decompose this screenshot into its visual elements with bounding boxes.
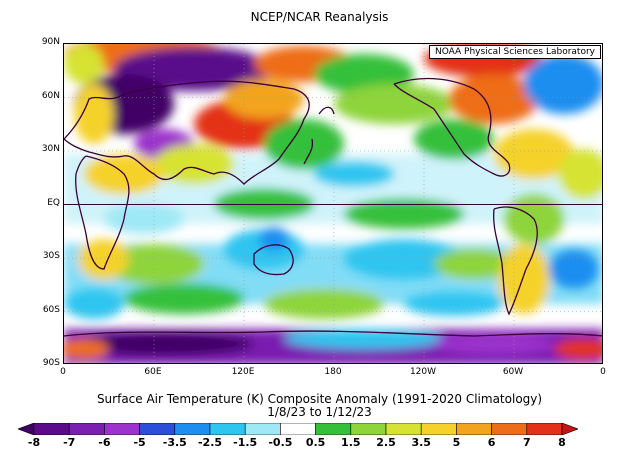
colorbar-segment: [526, 423, 563, 435]
colorbar-label: 8: [558, 436, 566, 449]
lat-tick: 60S: [42, 304, 60, 315]
lon-tick: 60E: [144, 367, 162, 377]
chart-title: NCEP/NCAR Reanalysis: [250, 10, 389, 24]
colorbar-label: 0.5: [305, 436, 326, 449]
anomaly-field: [64, 44, 602, 363]
lon-tick: 120W: [409, 367, 437, 377]
colorbar-segment: [456, 423, 492, 435]
colorbar-segment: [385, 423, 422, 435]
colorbar-segment: [280, 423, 316, 435]
colorbar-segment: [350, 423, 387, 435]
colorbar-segment: [315, 423, 352, 435]
colorbar-segment: [104, 423, 140, 435]
lat-tick: 30S: [42, 251, 60, 261]
lat-tick: 30N: [41, 144, 60, 154]
colorbar-segment: [33, 423, 70, 435]
lon-tick: 120E: [231, 367, 255, 377]
lon-tick: 0: [600, 367, 606, 377]
colorbar-label: -5: [133, 436, 146, 449]
lat-tick: EQ: [47, 197, 60, 208]
colorbar-segment: [68, 423, 105, 435]
colorbar-segment: [491, 423, 528, 435]
colorbar-label: -1.5: [233, 436, 258, 449]
colorbar-label: 5: [452, 436, 461, 449]
colorbar-segment: [561, 423, 578, 435]
colorbar-label: 6: [487, 436, 496, 449]
colorbar-label: 2.5: [376, 436, 396, 449]
colorbar-label: 7: [522, 436, 531, 449]
colorbar-label: -0.5: [268, 436, 293, 449]
colorbar-label: -2.5: [197, 436, 223, 449]
lat-tick: 90S: [42, 358, 60, 368]
colorbar-label: 1.5: [341, 436, 361, 449]
anomaly-map: NOAA Physical Sciences Laboratory: [63, 43, 603, 364]
colorbar-label: -7: [63, 436, 76, 449]
colorbar-segment: [420, 423, 457, 435]
colorbar-segment: [139, 423, 176, 435]
colorbar-segment: [244, 423, 281, 435]
lat-tick: 90N: [41, 37, 60, 47]
caption-line-1: Surface Air Temperature (K) Composite An…: [96, 392, 543, 406]
colorbar: [18, 423, 578, 435]
colorbar-label: -3.5: [162, 436, 187, 449]
colorbar-label: -8: [27, 436, 41, 449]
colorbar-label: 3.5: [411, 436, 431, 449]
lat-tick: 60N: [41, 90, 60, 101]
lon-tick: 0: [60, 367, 66, 377]
colorbar-segment: [18, 423, 35, 435]
colorbar-segment: [209, 423, 246, 435]
coastlines: [64, 77, 602, 337]
colorbar-segment: [174, 423, 211, 435]
colorbar-label: -6: [98, 436, 111, 449]
source-label: NOAA Physical Sciences Laboratory: [428, 45, 601, 59]
lon-tick: 180: [324, 367, 342, 377]
lon-tick: 60W: [502, 367, 524, 377]
caption-line-2: 1/8/23 to 1/12/23: [267, 405, 372, 419]
